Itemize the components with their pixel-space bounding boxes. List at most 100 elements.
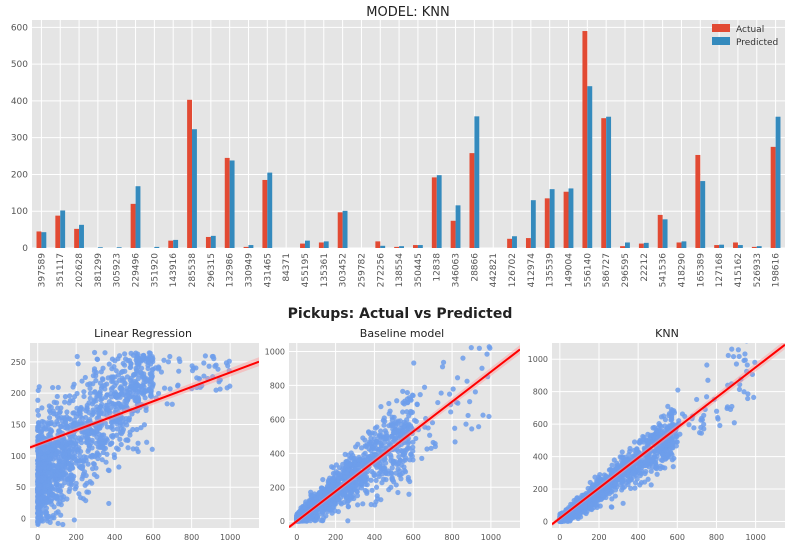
scatter-point [96,414,102,420]
scatter-title-linear-regression: Linear Regression [94,327,192,340]
scatter-point [480,412,486,418]
scatter-point [352,461,359,467]
scatter-point [42,454,48,460]
bar-actual [394,246,400,248]
scatter-point [370,445,376,451]
bar-actual [337,212,343,248]
bar-x-tick-label: 556140 [583,253,593,288]
scatter-point [381,422,387,428]
scatter-point [47,519,53,525]
scatter-point [143,407,149,413]
scatter-point [40,426,46,433]
scatter-point [132,378,138,384]
scatter-y-tick-label: 0 [280,517,285,526]
scatter-point [110,374,116,380]
scatter-point [626,451,632,458]
scatter-x-tick-label: 0 [35,533,40,542]
scatter-point [440,359,447,365]
scatter-point [358,464,364,470]
bar-x-tick-label: 149004 [565,253,575,288]
bar-x-tick-label: 198616 [772,253,782,288]
bar-x-tick-label: 272256 [376,253,386,288]
scatter-point [669,416,675,422]
scatter-point [75,446,81,453]
scatter-point [628,485,634,492]
scatter-point [407,396,413,402]
scatter-point [389,470,395,477]
scatter-point [593,502,599,508]
scatter-point [596,476,603,482]
bar-x-tick-label: 431465 [263,253,273,287]
scatter-point [106,399,113,405]
scatter-point [670,464,676,470]
scatter-point [175,383,181,389]
bar-actual [714,245,720,248]
bar-actual [544,198,550,248]
scatter-point [730,353,737,360]
scatter-point [735,347,741,353]
scatter-point [373,440,379,446]
bar-predicted [662,219,668,248]
scatter-point [314,514,320,520]
scatter-point [134,398,140,404]
scatter-point [394,398,400,404]
scatter-point [361,457,368,463]
bar-chart-title: MODEL: KNN [366,5,449,20]
bar-predicted [737,245,743,248]
scatter-point [109,356,116,362]
scatter-point [81,393,87,400]
scatter-point [167,353,173,360]
bar-x-tick-label: 285538 [188,253,198,288]
scatter-point [85,439,91,445]
scatter-x-tick-label: 0 [294,533,299,542]
scatter-point [123,400,130,406]
scatter-point [318,506,325,512]
scatter-point [93,378,99,384]
scatter-point [128,381,134,387]
bar-predicted [380,245,386,248]
scatter-point [619,454,625,460]
scatter-point [701,421,707,427]
scatter-point [61,471,67,478]
scatter-point [362,443,368,449]
scatter-point [704,362,710,368]
scatter-point [78,436,84,443]
scatter-point [66,488,72,495]
bar-y-tick-label: 200 [11,170,28,180]
scatter-point [129,411,135,417]
scatter-point [404,409,410,415]
scatter-point [316,490,323,497]
scatter-point [84,402,90,408]
scatter-point [625,481,631,488]
scatter-point [749,371,756,378]
bar-actual [318,242,324,248]
bar-actual [55,215,61,248]
scatter-point [704,394,710,400]
scatter-point [54,414,61,420]
scatter-point [373,499,379,505]
bar-predicted [606,116,612,248]
scatter-point [348,490,354,496]
scatter-y-tick-label: 600 [270,415,285,424]
scatter-point [657,422,663,429]
scatter-point [599,491,606,498]
scatter-point [46,513,52,519]
scatter-point [483,338,488,343]
scatter-point [64,496,70,502]
scatter-point [39,516,46,522]
scatter-y-tick-label: 1000 [265,347,285,356]
scatter-point [91,349,98,356]
scatter-point [167,386,173,392]
scatter-point [68,472,74,478]
scatter-point [603,485,609,491]
scatter-y-tick-label: 400 [533,453,548,462]
scatter-point [657,465,663,472]
scatter-point [53,468,60,474]
scatter-point [43,509,49,515]
scatter-point [330,481,336,488]
scatter-point [713,408,720,414]
scatter-point [109,423,115,429]
scatter-point [648,482,654,488]
scatter-point [701,412,707,418]
legend-swatch-predicted [712,37,730,45]
